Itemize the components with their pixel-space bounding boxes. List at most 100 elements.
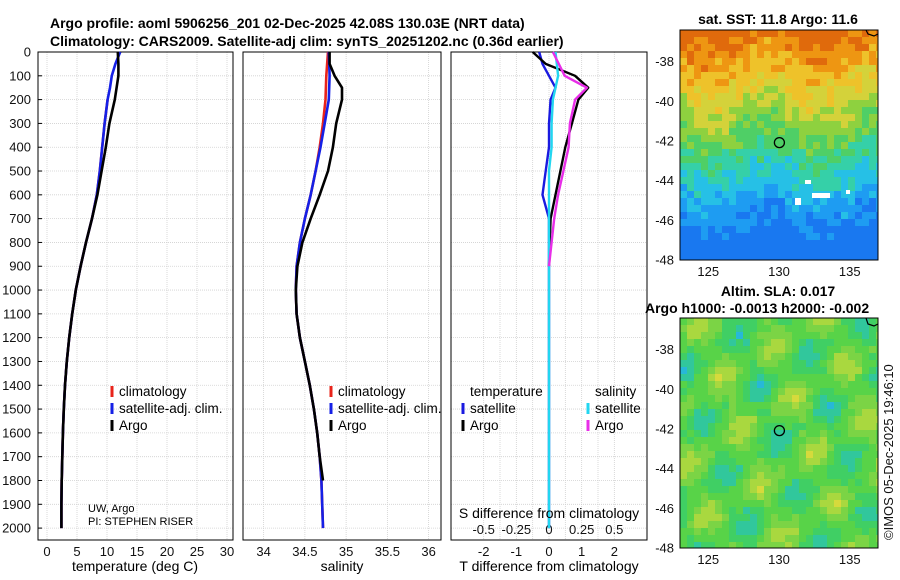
sla-cell (792, 423, 800, 431)
sla-cell (764, 528, 772, 536)
sst-cell (729, 184, 737, 192)
sla-cell (862, 318, 870, 326)
sst-cell (736, 86, 744, 94)
sla-cell (855, 507, 863, 515)
sst-cell (827, 184, 835, 192)
sst-cell (792, 93, 800, 101)
sst-cell (729, 58, 737, 66)
sla-cell (708, 444, 716, 452)
sla-cell (680, 318, 688, 326)
sla-cell (750, 388, 758, 396)
sst-cell (687, 177, 695, 185)
sla-cell (708, 500, 716, 508)
sst-cell (750, 86, 758, 94)
sst-cell (834, 205, 842, 213)
sla-cell (722, 325, 730, 333)
sst-cell (701, 72, 709, 80)
sla-cell (785, 367, 793, 375)
sla-cell (694, 346, 702, 354)
legend-t-argo-label: Argo (470, 418, 499, 433)
sst-cell (806, 51, 814, 59)
sst-cell (771, 149, 779, 157)
sst-cell (862, 58, 870, 66)
sla-cell (757, 402, 765, 410)
sla-cell (687, 507, 695, 515)
sla-cell (841, 353, 849, 361)
sla-cell (708, 402, 716, 410)
sla-cell (694, 514, 702, 522)
sst-cell (687, 30, 695, 38)
sla-cell (813, 402, 821, 410)
sst-cell (715, 86, 723, 94)
sst-cell (708, 121, 716, 129)
sla-cell (743, 395, 751, 403)
sla-cell (785, 339, 793, 347)
sla-cell (680, 500, 688, 508)
sst-cell (806, 114, 814, 122)
sst-cell (785, 86, 793, 94)
sst-cell (736, 114, 744, 122)
sla-cell (855, 388, 863, 396)
sla-cell (869, 318, 877, 326)
sst-cell (743, 170, 751, 178)
sst-cell (736, 121, 744, 129)
sst-cell (813, 65, 821, 73)
sla-cell (841, 395, 849, 403)
sla-cell (687, 332, 695, 340)
sla-cell (862, 374, 870, 382)
sst-cell (757, 93, 765, 101)
sla-cell (876, 528, 878, 536)
sst-cell (848, 86, 856, 94)
sla-cell (848, 402, 856, 410)
sla-cell (834, 430, 842, 438)
sla-cell (806, 451, 814, 459)
sst-cell (876, 184, 878, 192)
sst-cell (722, 58, 730, 66)
sla-cell (827, 486, 835, 494)
sst-cell (729, 212, 737, 220)
sla-cell (715, 479, 723, 487)
sla-cell (806, 444, 814, 452)
sst-cell (876, 212, 878, 220)
sst-cell (862, 226, 870, 234)
sst-cell (757, 240, 765, 248)
sla-cell (834, 465, 842, 473)
sst-cell (806, 44, 814, 52)
sla-cell (778, 507, 786, 515)
sla-cell (799, 458, 807, 466)
sla-cell (792, 360, 800, 368)
sst-cell (729, 93, 737, 101)
sla-cell (729, 374, 737, 382)
legend-climatology-label: climatology (338, 384, 406, 399)
sst-cell (722, 156, 730, 164)
sla-cell (757, 521, 765, 529)
sla-cell (806, 528, 814, 536)
sla-cell (680, 444, 688, 452)
t-difference-tick-label: 0 (545, 544, 552, 559)
sla-cell (743, 528, 751, 536)
sla-cell (757, 528, 765, 536)
sst-cell (764, 247, 772, 255)
sst-cell (785, 233, 793, 241)
sla-cell (694, 479, 702, 487)
sst-cell (680, 254, 688, 260)
sla-cell (694, 409, 702, 417)
sst-cell (778, 58, 786, 66)
sla-cell (841, 444, 849, 452)
sla-cell (820, 451, 828, 459)
sla-cell (736, 451, 744, 459)
sst-cell (694, 114, 702, 122)
sst-cell (841, 72, 849, 80)
sst-cell (869, 149, 877, 157)
sst-cell (708, 156, 716, 164)
sla-cell (820, 535, 828, 543)
temperature-tick-label: 15 (130, 544, 144, 559)
sla-cell (764, 353, 772, 361)
sst-cell (750, 65, 758, 73)
sla-cell (764, 367, 772, 375)
sla-cell (813, 430, 821, 438)
sst-cell (701, 163, 709, 171)
sst-cell (750, 121, 758, 129)
sla-cell (848, 500, 856, 508)
sla-cell (792, 493, 800, 501)
